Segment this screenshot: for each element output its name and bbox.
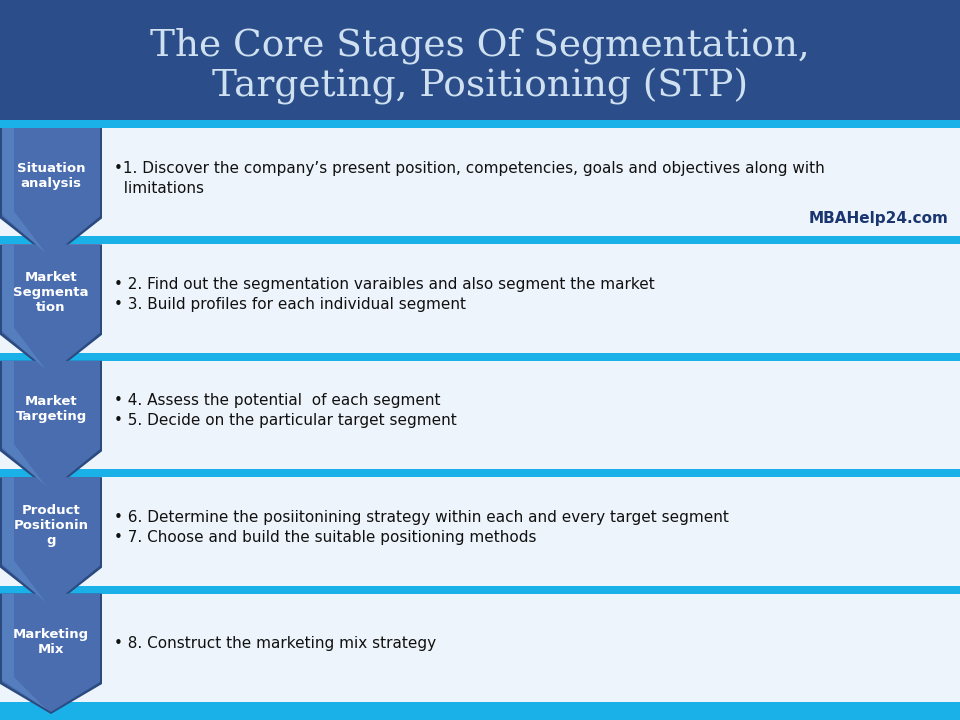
Text: Product
Positionin
g: Product Positionin g: [13, 504, 88, 547]
Polygon shape: [2, 477, 100, 606]
Polygon shape: [2, 593, 100, 712]
Polygon shape: [0, 361, 102, 491]
Polygon shape: [2, 128, 100, 256]
Polygon shape: [2, 361, 46, 486]
Text: Situation
analysis: Situation analysis: [16, 162, 85, 190]
Polygon shape: [0, 593, 102, 714]
Bar: [0, 593, 960, 702]
Text: • 3. Build profiles for each individual segment: • 3. Build profiles for each individual …: [114, 297, 466, 312]
Polygon shape: [2, 361, 100, 489]
Bar: [0, 702, 960, 720]
Text: •1. Discover the company’s present position, competencies, goals and objectives : •1. Discover the company’s present posit…: [114, 161, 825, 176]
Text: • 8. Construct the marketing mix strategy: • 8. Construct the marketing mix strateg…: [114, 636, 436, 652]
Polygon shape: [0, 128, 102, 258]
Text: • 6. Determine the posiitonining strategy within each and every target segment: • 6. Determine the posiitonining strateg…: [114, 510, 729, 525]
Text: The Core Stages Of Segmentation,: The Core Stages Of Segmentation,: [150, 27, 810, 64]
Polygon shape: [2, 128, 46, 253]
Polygon shape: [2, 244, 46, 370]
Polygon shape: [2, 244, 100, 373]
Bar: [0, 244, 960, 353]
Text: • 7. Choose and build the suitable positioning methods: • 7. Choose and build the suitable posit…: [114, 530, 537, 545]
Polygon shape: [2, 477, 46, 603]
Text: Marketing
Mix: Marketing Mix: [12, 628, 89, 656]
Text: MBAHelp24.com: MBAHelp24.com: [808, 211, 948, 226]
Bar: [0, 120, 960, 720]
Polygon shape: [0, 477, 102, 608]
Text: Market
Segmenta
tion: Market Segmenta tion: [13, 271, 88, 314]
Text: limitations: limitations: [114, 181, 204, 196]
Polygon shape: [0, 244, 102, 375]
Text: Targeting, Positioning (STP): Targeting, Positioning (STP): [212, 68, 748, 105]
Bar: [0, 128, 960, 236]
Bar: [0, 0, 960, 120]
Text: • 2. Find out the segmentation varaibles and also segment the market: • 2. Find out the segmentation varaibles…: [114, 277, 655, 292]
Bar: [0, 477, 960, 585]
Polygon shape: [2, 593, 46, 709]
Text: Market
Targeting: Market Targeting: [15, 395, 86, 423]
Bar: [0, 361, 960, 469]
Text: • 5. Decide on the particular target segment: • 5. Decide on the particular target seg…: [114, 413, 457, 428]
Text: • 4. Assess the potential  of each segment: • 4. Assess the potential of each segmen…: [114, 394, 441, 408]
